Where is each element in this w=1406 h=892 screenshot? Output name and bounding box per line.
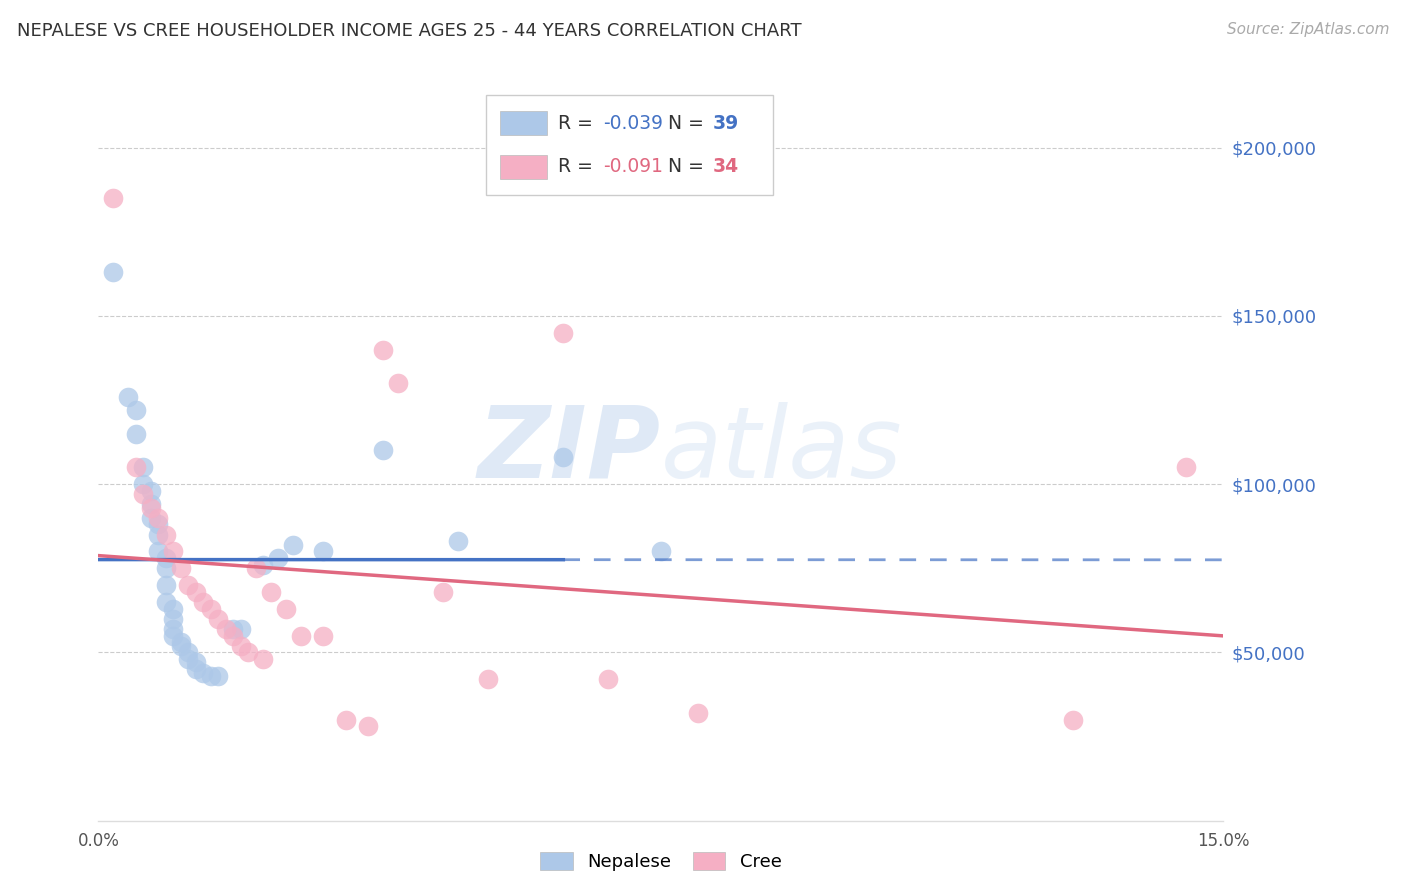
Point: [222, 622, 245, 636]
Point: [155, 551, 177, 566]
Text: atlas: atlas: [661, 402, 903, 499]
Point: [252, 558, 274, 572]
Point: [432, 584, 454, 599]
Point: [139, 483, 162, 498]
Point: [229, 622, 252, 636]
Point: [155, 595, 177, 609]
Point: [132, 460, 155, 475]
FancyBboxPatch shape: [486, 95, 773, 195]
Point: [200, 601, 222, 615]
Point: [207, 669, 229, 683]
Point: [222, 628, 245, 642]
Text: -0.091: -0.091: [603, 157, 664, 177]
Point: [373, 443, 395, 458]
Point: [598, 673, 620, 687]
Point: [148, 517, 170, 532]
Point: [162, 612, 184, 626]
Point: [162, 601, 184, 615]
Point: [125, 426, 148, 441]
Legend: Nepalese, Cree: Nepalese, Cree: [533, 845, 789, 879]
Point: [274, 601, 297, 615]
Text: R =: R =: [558, 113, 599, 133]
Point: [252, 652, 274, 666]
Point: [162, 628, 184, 642]
Text: N =: N =: [668, 157, 710, 177]
Point: [177, 645, 200, 659]
Point: [387, 376, 409, 391]
Point: [184, 584, 207, 599]
Point: [170, 635, 193, 649]
Text: N =: N =: [668, 113, 710, 133]
Point: [373, 343, 395, 357]
FancyBboxPatch shape: [501, 155, 547, 178]
Point: [139, 510, 162, 524]
Point: [162, 622, 184, 636]
Point: [312, 628, 335, 642]
Point: [245, 561, 267, 575]
Point: [148, 527, 170, 541]
Point: [155, 527, 177, 541]
Text: 39: 39: [713, 113, 738, 133]
Point: [193, 665, 215, 680]
Text: -0.039: -0.039: [603, 113, 664, 133]
Point: [207, 612, 229, 626]
Text: Source: ZipAtlas.com: Source: ZipAtlas.com: [1226, 22, 1389, 37]
Point: [447, 534, 470, 549]
Point: [1062, 713, 1084, 727]
Point: [229, 639, 252, 653]
Point: [215, 622, 238, 636]
Point: [357, 719, 380, 733]
Point: [1174, 460, 1197, 475]
Point: [312, 544, 335, 558]
Point: [290, 628, 312, 642]
Point: [155, 561, 177, 575]
Point: [477, 673, 499, 687]
Point: [162, 544, 184, 558]
Point: [177, 578, 200, 592]
Point: [553, 450, 575, 465]
Point: [103, 265, 125, 279]
Point: [170, 561, 193, 575]
Point: [177, 652, 200, 666]
Text: 34: 34: [713, 157, 738, 177]
Text: R =: R =: [558, 157, 599, 177]
Point: [155, 578, 177, 592]
Point: [117, 390, 139, 404]
Point: [200, 669, 222, 683]
Point: [125, 460, 148, 475]
Point: [139, 500, 162, 515]
Text: ZIP: ZIP: [478, 402, 661, 499]
Point: [553, 326, 575, 340]
Point: [148, 544, 170, 558]
Point: [125, 403, 148, 417]
Point: [184, 662, 207, 676]
Point: [283, 538, 305, 552]
Point: [132, 487, 155, 501]
Point: [132, 477, 155, 491]
Point: [335, 713, 357, 727]
Point: [688, 706, 710, 720]
Point: [184, 656, 207, 670]
Point: [170, 639, 193, 653]
Point: [139, 497, 162, 511]
Point: [267, 551, 290, 566]
Point: [193, 595, 215, 609]
Point: [148, 510, 170, 524]
Point: [238, 645, 260, 659]
Point: [260, 584, 283, 599]
Point: [650, 544, 672, 558]
Text: NEPALESE VS CREE HOUSEHOLDER INCOME AGES 25 - 44 YEARS CORRELATION CHART: NEPALESE VS CREE HOUSEHOLDER INCOME AGES…: [17, 22, 801, 40]
FancyBboxPatch shape: [501, 112, 547, 135]
Point: [103, 191, 125, 205]
